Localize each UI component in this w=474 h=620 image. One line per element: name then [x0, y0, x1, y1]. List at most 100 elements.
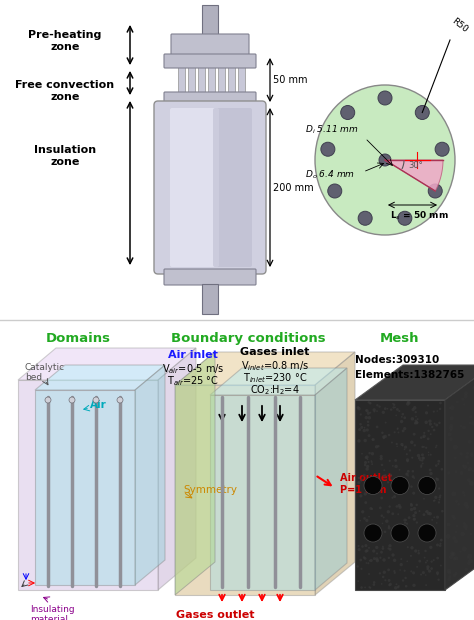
Circle shape — [436, 477, 438, 480]
Circle shape — [395, 415, 397, 416]
Circle shape — [417, 418, 419, 420]
Polygon shape — [158, 348, 196, 590]
Circle shape — [449, 555, 453, 559]
Circle shape — [382, 547, 384, 550]
FancyBboxPatch shape — [154, 101, 266, 274]
Circle shape — [467, 556, 469, 559]
Circle shape — [427, 404, 429, 407]
Circle shape — [368, 573, 370, 575]
Circle shape — [371, 463, 373, 465]
Circle shape — [454, 539, 458, 543]
Circle shape — [406, 453, 408, 455]
Circle shape — [436, 522, 438, 524]
Circle shape — [401, 416, 403, 418]
Circle shape — [471, 422, 474, 425]
Circle shape — [404, 448, 405, 450]
Circle shape — [440, 565, 442, 567]
Circle shape — [407, 470, 410, 472]
Circle shape — [361, 453, 363, 454]
Circle shape — [387, 547, 390, 549]
Circle shape — [423, 498, 425, 500]
Circle shape — [365, 416, 368, 419]
Circle shape — [436, 445, 438, 446]
Circle shape — [467, 562, 470, 565]
Circle shape — [369, 560, 371, 562]
Circle shape — [434, 423, 436, 425]
Circle shape — [405, 519, 407, 521]
Circle shape — [359, 520, 361, 521]
Circle shape — [428, 430, 430, 432]
Circle shape — [415, 415, 417, 417]
Circle shape — [370, 402, 371, 404]
Circle shape — [406, 458, 409, 461]
Circle shape — [468, 469, 470, 471]
Circle shape — [435, 423, 438, 427]
Circle shape — [407, 401, 410, 404]
Polygon shape — [445, 365, 474, 590]
Circle shape — [467, 479, 471, 482]
Circle shape — [426, 565, 429, 569]
Circle shape — [399, 469, 401, 471]
Circle shape — [425, 511, 427, 513]
Circle shape — [390, 409, 392, 411]
Circle shape — [424, 550, 427, 552]
Text: V$_{inlet}$=0.8 m/s: V$_{inlet}$=0.8 m/s — [241, 359, 309, 373]
Circle shape — [468, 467, 472, 471]
Circle shape — [365, 544, 367, 547]
Circle shape — [406, 560, 408, 562]
Circle shape — [453, 574, 456, 577]
Circle shape — [379, 557, 382, 559]
Circle shape — [369, 402, 372, 405]
Circle shape — [367, 458, 368, 460]
Circle shape — [382, 523, 383, 525]
Circle shape — [379, 507, 382, 509]
Circle shape — [412, 492, 415, 495]
Circle shape — [364, 477, 382, 495]
Circle shape — [418, 457, 421, 459]
Circle shape — [388, 525, 390, 526]
Circle shape — [433, 410, 435, 413]
Bar — [198, 55, 205, 95]
FancyBboxPatch shape — [164, 54, 256, 68]
Circle shape — [365, 409, 369, 412]
Circle shape — [396, 408, 399, 411]
FancyBboxPatch shape — [171, 34, 249, 56]
Circle shape — [411, 476, 414, 478]
Circle shape — [360, 587, 363, 589]
Circle shape — [394, 407, 396, 409]
Circle shape — [434, 496, 438, 499]
Circle shape — [406, 460, 409, 463]
Circle shape — [394, 572, 396, 574]
Circle shape — [415, 420, 418, 422]
Circle shape — [413, 406, 417, 410]
FancyBboxPatch shape — [164, 92, 256, 106]
Circle shape — [368, 547, 370, 549]
Circle shape — [414, 444, 416, 446]
Circle shape — [420, 464, 422, 466]
Polygon shape — [35, 365, 165, 390]
Circle shape — [384, 531, 386, 533]
Circle shape — [427, 512, 430, 515]
Circle shape — [433, 559, 435, 561]
Circle shape — [367, 461, 370, 463]
Circle shape — [446, 534, 450, 539]
Circle shape — [404, 521, 406, 524]
Circle shape — [359, 559, 362, 561]
Circle shape — [451, 552, 456, 557]
Text: Air outlet: Air outlet — [340, 473, 392, 483]
Circle shape — [418, 524, 436, 542]
Circle shape — [439, 542, 442, 544]
Circle shape — [410, 417, 414, 420]
Circle shape — [356, 565, 359, 567]
Circle shape — [427, 567, 429, 570]
Circle shape — [416, 421, 419, 424]
Circle shape — [395, 505, 398, 508]
Polygon shape — [135, 365, 165, 585]
Polygon shape — [355, 365, 474, 400]
Circle shape — [358, 211, 372, 225]
Circle shape — [431, 426, 433, 428]
Circle shape — [366, 428, 369, 432]
Circle shape — [454, 457, 456, 459]
FancyBboxPatch shape — [213, 108, 252, 267]
Circle shape — [367, 562, 369, 564]
